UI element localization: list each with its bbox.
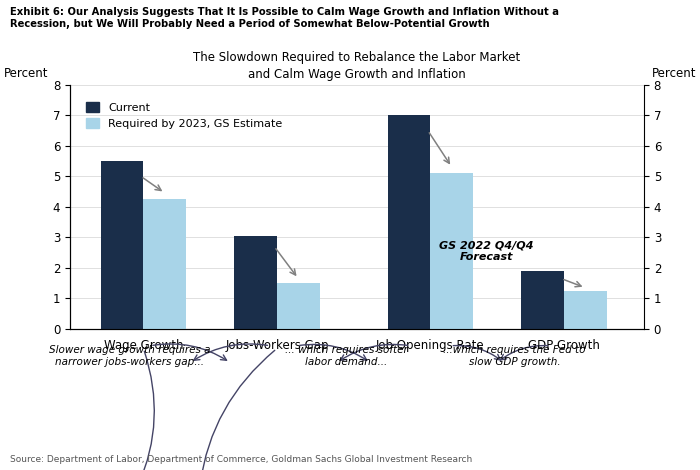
Text: Percent: Percent (4, 67, 48, 80)
Bar (101, 161, 144, 329)
Text: ... which requires softer
labor demand...: ... which requires softer labor demand..… (285, 345, 408, 367)
Text: GS 2022 Q4/Q4
Forecast: GS 2022 Q4/Q4 Forecast (439, 240, 533, 262)
Text: Percent: Percent (652, 67, 696, 80)
Bar (144, 199, 186, 329)
Bar (564, 291, 607, 329)
Bar (388, 115, 430, 329)
Bar (234, 236, 277, 329)
Title: The Slowdown Required to Rebalance the Labor Market
and Calm Wage Growth and Inf: The Slowdown Required to Rebalance the L… (193, 51, 521, 81)
Text: ...which requires the Fed to
slow GDP growth.: ...which requires the Fed to slow GDP gr… (443, 345, 586, 367)
Text: Exhibit 6: Our Analysis Suggests That It Is Possible to Calm Wage Growth and Inf: Exhibit 6: Our Analysis Suggests That It… (10, 7, 559, 29)
Bar (277, 283, 320, 329)
Legend: Current, Required by 2023, GS Estimate: Current, Required by 2023, GS Estimate (81, 97, 287, 133)
Bar (430, 173, 473, 329)
Text: Slower wage growth requires a
narrower jobs-workers gap...: Slower wage growth requires a narrower j… (49, 345, 210, 367)
Text: Source: Department of Labor, Department of Commerce, Goldman Sachs Global Invest: Source: Department of Labor, Department … (10, 455, 472, 464)
Bar (522, 271, 564, 329)
